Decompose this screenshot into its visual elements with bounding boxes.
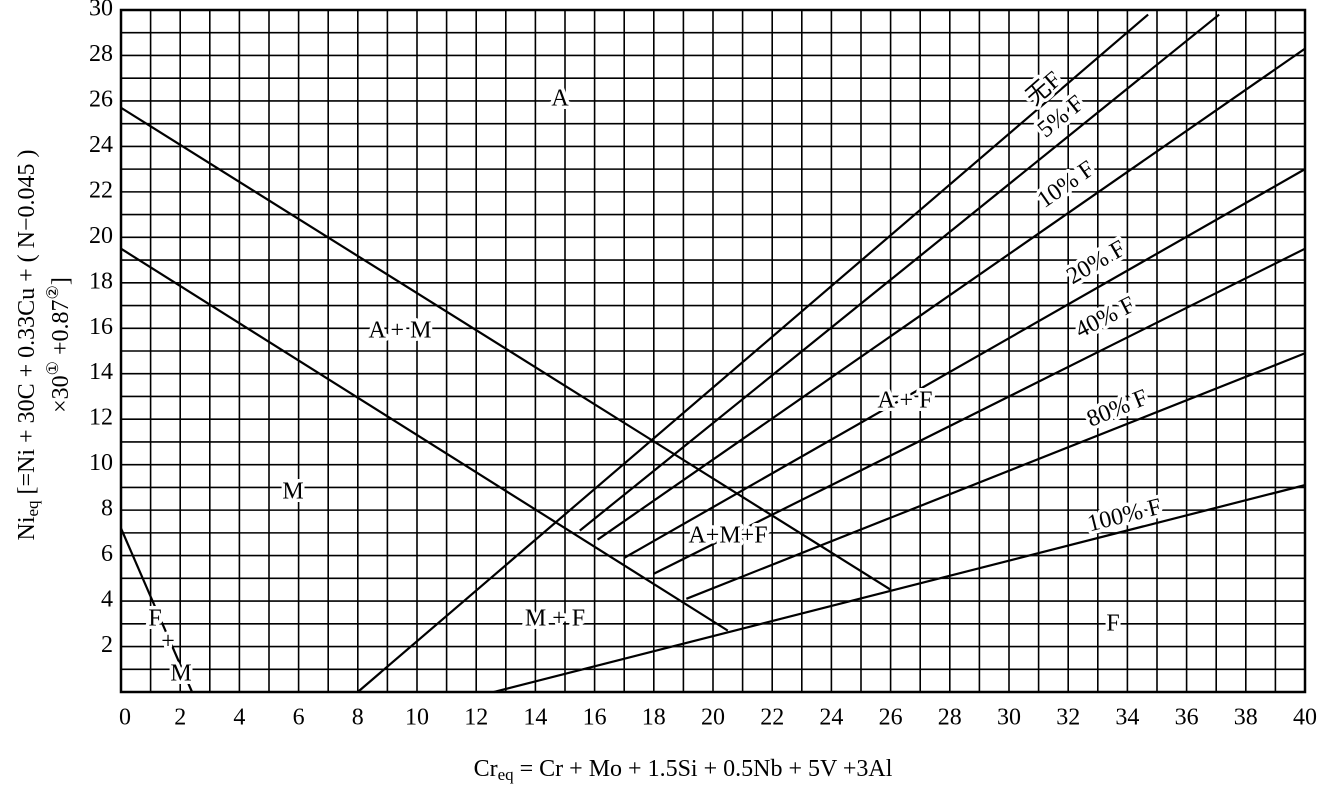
- y-label-part: ]: [48, 277, 74, 285]
- y-label-line1: Nieq [=Ni + 30C + 0.33Cu + ( N−0.045 ): [14, 149, 42, 540]
- y-tick-label: 16: [89, 314, 113, 340]
- x-tick-label: 24: [819, 705, 843, 731]
- y-tick-label: 8: [101, 496, 113, 522]
- y-tick-label: 14: [89, 359, 113, 385]
- boundary-line: [623, 168, 1306, 559]
- boundary-line: [119, 527, 194, 693]
- region-label: M: [282, 479, 303, 505]
- y-tick-label: 28: [89, 41, 113, 67]
- x-tick-label: 16: [583, 705, 607, 731]
- y-tick-label: 6: [101, 541, 113, 567]
- y-tick-label: 30: [89, 0, 113, 22]
- y-label-sub: eq: [23, 500, 42, 517]
- region-label: A + F: [878, 388, 933, 414]
- region-label: +: [161, 629, 175, 655]
- y-label-sup: ②: [45, 285, 62, 299]
- boundary-line: [653, 247, 1306, 575]
- x-tick-label: 36: [1175, 705, 1199, 731]
- line-label: 10% F: [1033, 156, 1100, 214]
- x-tick-label: 34: [1115, 705, 1139, 731]
- x-tick-label: 10: [405, 705, 429, 731]
- y-tick-label: 18: [89, 268, 113, 294]
- x-tick-label: 4: [233, 705, 245, 731]
- y-label-main: Ni: [14, 516, 40, 540]
- y-tick-label: 20: [89, 223, 113, 249]
- x-tick-label: 30: [997, 705, 1021, 731]
- x-tick-label: 22: [760, 705, 784, 731]
- boundary-line: [579, 13, 1220, 532]
- y-label-part: +0.87: [48, 299, 74, 361]
- y-tick-label: 24: [89, 132, 113, 158]
- boundary-line: [120, 106, 892, 591]
- x-tick-label: 20: [701, 705, 725, 731]
- x-tick-label: 28: [938, 705, 962, 731]
- y-label-sup: ①: [45, 361, 62, 375]
- x-label-sub: eq: [498, 765, 515, 784]
- x-tick-label: 40: [1293, 705, 1317, 731]
- x-tick-label: 14: [523, 705, 547, 731]
- y-tick-label: 4: [101, 587, 113, 613]
- plot-frame: [119, 8, 1307, 694]
- y-tick-label: 26: [89, 86, 113, 112]
- x-tick-label: 26: [879, 705, 903, 731]
- x-tick-label: 38: [1234, 705, 1258, 731]
- y-label-rest: [=Ni + 30C + 0.33Cu + ( N−0.045 ): [14, 149, 40, 500]
- boundary-line: [357, 13, 1149, 693]
- x-tick-label: 0: [119, 705, 131, 731]
- x-tick-label: 6: [293, 705, 305, 731]
- x-tick-label: 32: [1056, 705, 1080, 731]
- region-label: A: [551, 86, 569, 112]
- boundary-line: [120, 247, 729, 632]
- x-label-main: Cr: [474, 756, 498, 782]
- boundary-line: [685, 352, 1306, 600]
- y-tick-label: 10: [89, 450, 113, 476]
- x-axis-label: Creq = Cr + Mo + 1.5Si + 0.5Nb + 5V +3Al: [474, 756, 893, 784]
- y-tick-label: 2: [101, 632, 113, 658]
- x-tick-label: 18: [642, 705, 666, 731]
- region-label: M + F: [525, 606, 585, 632]
- x-tick-label: 2: [174, 705, 186, 731]
- y-label-line2: ×30① +0.87②]: [45, 277, 74, 413]
- y-tick-label: 12: [89, 405, 113, 431]
- line-label: 20% F: [1062, 236, 1130, 290]
- x-tick-label: 8: [352, 705, 364, 731]
- region-label: F: [1106, 611, 1119, 637]
- y-axis-label: Nieq [=Ni + 30C + 0.33Cu + ( N−0.045 ) ×…: [14, 149, 74, 540]
- region-label: A + M: [369, 318, 432, 344]
- region-label: M: [170, 661, 191, 687]
- line-label: 80% F: [1083, 385, 1151, 433]
- boundary-line: [493, 484, 1306, 694]
- y-label-part: ×30: [48, 375, 74, 413]
- boundary-line: [596, 47, 1306, 541]
- y-tick-label: 22: [89, 177, 113, 203]
- region-label: F: [148, 606, 161, 632]
- x-label-rest: = Cr + Mo + 1.5Si + 0.5Nb + 5V +3Al: [514, 756, 893, 782]
- x-tick-label: 12: [464, 705, 488, 731]
- region-label: A+M+F: [688, 523, 767, 549]
